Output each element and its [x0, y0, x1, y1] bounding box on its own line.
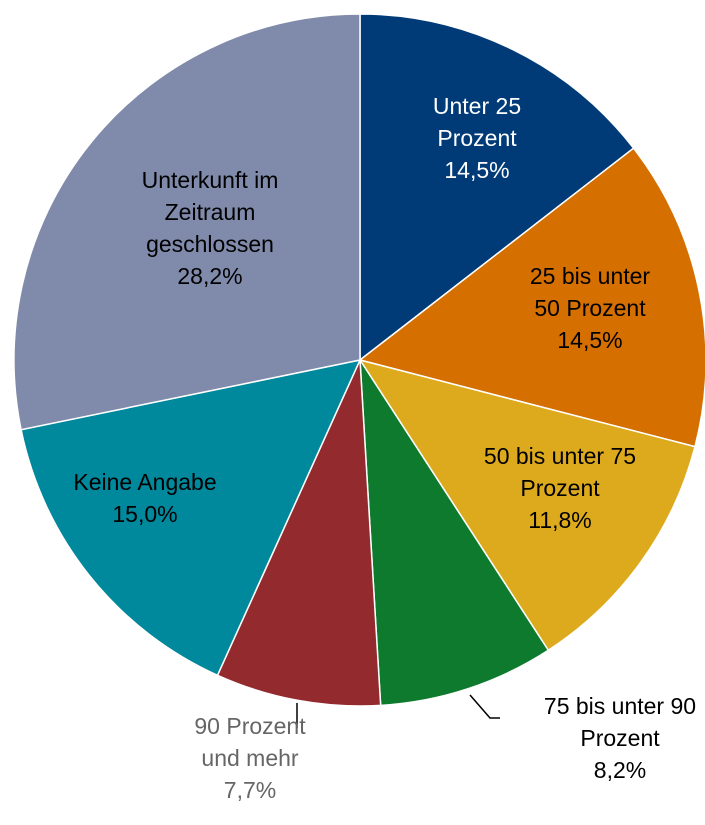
pie-slice — [20, 358, 362, 677]
value-label: 7,7% — [224, 777, 276, 803]
value-label: 14,5% — [444, 157, 509, 183]
value-label: 28,2% — [177, 263, 242, 289]
pie-slice — [13, 13, 361, 431]
slice-label: Unterkunft im — [142, 167, 279, 193]
slice-label: Zeitraum — [165, 199, 256, 225]
pie-slice — [358, 147, 705, 448]
slice-label: Prozent — [437, 125, 517, 151]
pie-slice — [359, 13, 635, 362]
pie-slice — [358, 358, 696, 652]
slice-label: und mehr — [201, 745, 299, 771]
value-label: 8,2% — [594, 757, 646, 783]
slice-label: 75 bis unter 90 — [544, 693, 696, 719]
slice-label: Prozent — [520, 475, 600, 501]
slice-label: 25 bis unter — [530, 263, 651, 289]
pie-slice — [359, 357, 550, 707]
value-label: 11,8% — [528, 507, 592, 533]
leader-line — [469, 694, 500, 719]
slice-label: geschlossen — [146, 231, 274, 257]
pie-slice — [216, 359, 382, 707]
value-label: 15,0% — [112, 501, 177, 527]
slice-label: Unter 25 — [433, 93, 521, 119]
value-label: 14,5% — [557, 327, 622, 353]
slice-label: Prozent — [580, 725, 660, 751]
slice-label: 50 bis unter 75 — [484, 443, 636, 469]
slice-label: Keine Angabe — [73, 469, 216, 495]
slice-label: 50 Prozent — [534, 295, 646, 321]
slice-label: 90 Prozent — [194, 713, 306, 739]
